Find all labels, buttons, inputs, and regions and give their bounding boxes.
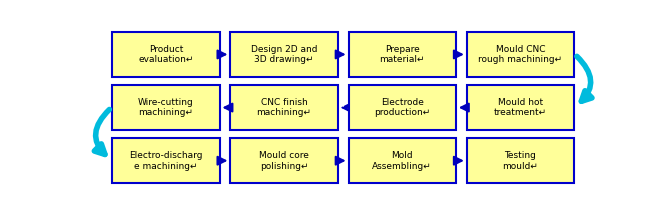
FancyBboxPatch shape xyxy=(230,32,338,77)
FancyBboxPatch shape xyxy=(112,32,220,77)
Text: Electrode
production↵: Electrode production↵ xyxy=(374,98,430,117)
FancyBboxPatch shape xyxy=(349,85,456,130)
FancyBboxPatch shape xyxy=(467,32,574,77)
Text: Wire-cutting
machining↵: Wire-cutting machining↵ xyxy=(138,98,194,117)
FancyBboxPatch shape xyxy=(230,85,338,130)
Text: Mold
Assembling↵: Mold Assembling↵ xyxy=(372,151,432,171)
Text: Mould CNC
rough machining↵: Mould CNC rough machining↵ xyxy=(479,45,563,64)
FancyBboxPatch shape xyxy=(349,32,456,77)
Text: Testing
mould↵: Testing mould↵ xyxy=(502,151,538,171)
Text: Design 2D and
3D drawing↵: Design 2D and 3D drawing↵ xyxy=(251,45,317,64)
Text: CNC finish
machining↵: CNC finish machining↵ xyxy=(257,98,312,117)
Text: Prepare
material↵: Prepare material↵ xyxy=(379,45,425,64)
FancyBboxPatch shape xyxy=(349,138,456,183)
FancyBboxPatch shape xyxy=(467,138,574,183)
FancyBboxPatch shape xyxy=(467,85,574,130)
Text: Mould core
polishing↵: Mould core polishing↵ xyxy=(259,151,309,171)
Text: Product
evaluation↵: Product evaluation↵ xyxy=(138,45,193,64)
FancyBboxPatch shape xyxy=(230,138,338,183)
Text: Mould hot
treatment↵: Mould hot treatment↵ xyxy=(494,98,547,117)
FancyBboxPatch shape xyxy=(112,85,220,130)
Text: Electro-discharg
e machining↵: Electro-discharg e machining↵ xyxy=(129,151,203,171)
FancyBboxPatch shape xyxy=(112,138,220,183)
